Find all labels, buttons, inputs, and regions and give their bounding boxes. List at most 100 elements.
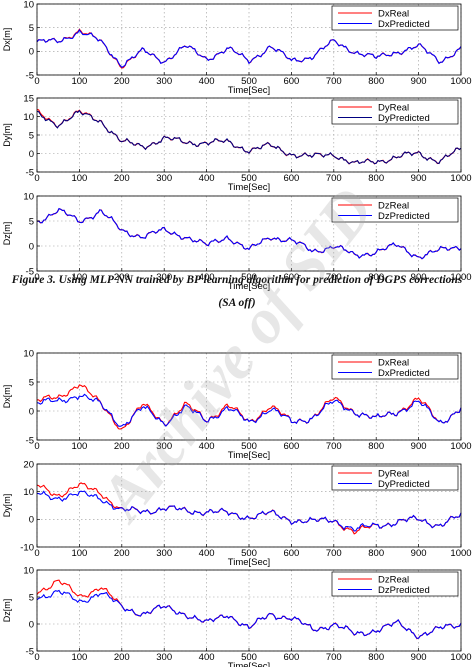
y-tick-label: 0 (29, 619, 34, 630)
legend-label-dypredicted: DyPredicted (378, 113, 430, 124)
x-tick-label: 1000 (450, 173, 471, 184)
x-tick-label: 1000 (450, 441, 471, 452)
chart-panel-6: 0 100 200 300 400 500 600 700 800 900 1000-50510Ti… (2, 565, 472, 672)
x-tick-label: 300 (156, 548, 172, 559)
x-tick-label: 200 (114, 548, 130, 559)
legend-label-dxpredicted: DxPredicted (378, 19, 430, 30)
y-tick-label: 15 (23, 93, 34, 104)
y-tick-label: 0 (29, 241, 34, 252)
y-tick-label: -5 (26, 435, 34, 446)
x-tick-label: 300 (156, 173, 172, 184)
y-tick-label: -5 (26, 646, 34, 657)
chart-panel-3: 0 100 200 300 400 500 600 700 800 900 1000-50510Ti… (2, 191, 472, 292)
legend-box (331, 465, 459, 491)
legend-label-dzpredicted: DzPredicted (378, 585, 430, 596)
chart-panel-2: 0 100 200 300 400 500 600 700 800 900 1000-5051015… (2, 93, 472, 193)
x-tick-label: 500 (241, 173, 257, 184)
legend-label-dxreal: DxReal (378, 9, 409, 20)
x-tick-label: 800 (368, 173, 384, 184)
series-line-dzpredicted (36, 589, 462, 639)
x-tick-label: 0 (34, 652, 39, 663)
x-axis-label: Time[Sec] (228, 85, 270, 96)
legend-box (331, 571, 459, 597)
y-tick-label: 0 (29, 406, 34, 417)
legend-label-dyreal: DyReal (378, 469, 409, 480)
x-tick-label: 900 (411, 548, 427, 559)
x-tick-label: 500 (241, 548, 257, 559)
x-tick-label: 200 (114, 441, 130, 452)
x-tick-label: 400 (199, 272, 215, 283)
x-tick-label: 100 (71, 652, 87, 663)
x-tick-label: 300 (156, 76, 172, 87)
series-line-dypredicted (36, 490, 462, 532)
x-tick-label: 600 (283, 272, 299, 283)
x-axis-label: Time[Sec] (228, 661, 270, 667)
figure-caption: Figure 3. Using MLP NN trained by BP lea… (11, 274, 463, 286)
x-tick-label: 200 (114, 652, 130, 663)
y-tick-label: 5 (29, 130, 34, 141)
x-tick-label: 400 (199, 548, 215, 559)
x-tick-label: 300 (156, 272, 172, 283)
legend-box (331, 99, 459, 125)
legend-box (331, 354, 459, 380)
series-line-dxpredicted (36, 29, 462, 68)
y-tick-label: -5 (26, 167, 34, 178)
x-tick-label: 900 (411, 652, 427, 663)
x-axis-label: Time[Sec] (228, 281, 270, 292)
x-tick-label: 900 (411, 173, 427, 184)
x-tick-label: 100 (71, 548, 87, 559)
x-tick-label: 0 (34, 548, 39, 559)
y-tick-label: 5 (29, 23, 34, 34)
x-tick-label: 600 (283, 173, 299, 184)
legend-box (331, 5, 459, 31)
x-tick-label: 600 (283, 441, 299, 452)
y-axis-label: Dx[m] (2, 385, 12, 409)
x-tick-label: 200 (114, 272, 130, 283)
y-tick-label: 5 (29, 216, 34, 227)
x-tick-label: 700 (326, 441, 342, 452)
legend-label-dyreal: DyReal (378, 103, 409, 114)
x-tick-label: 700 (326, 652, 342, 663)
x-tick-label: 0 (34, 76, 39, 87)
legend-label-dxreal: DxReal (378, 358, 409, 369)
x-tick-label: 200 (114, 76, 130, 87)
y-tick-label: 5 (29, 592, 34, 603)
legend-label-dzreal: DzReal (378, 575, 409, 586)
x-tick-label: 1000 (450, 76, 471, 87)
y-axis-label: Dz[m] (2, 222, 12, 246)
x-tick-label: 800 (368, 548, 384, 559)
x-tick-label: 1000 (450, 272, 471, 283)
chart-panel-5: 0 100 200 300 400 500 600 700 800 900 1000-1001020… (2, 459, 472, 568)
legend-label-dypredicted: DyPredicted (378, 479, 430, 490)
chart-panel-4: 0 100 200 300 400 500 600 700 800 900 1000-50510Ti… (2, 348, 472, 461)
x-tick-label: 700 (326, 173, 342, 184)
x-tick-label: 100 (71, 173, 87, 184)
x-tick-label: 300 (156, 652, 172, 663)
x-tick-label: 700 (326, 272, 342, 283)
legend-box (331, 197, 459, 223)
chart-panel-1: 0 100 200 300 400 500 600 700 800 900 1000-50510Ti… (2, 0, 472, 96)
y-tick-label: 0 (29, 515, 34, 526)
legend-label-dzreal: DzReal (378, 201, 409, 212)
x-tick-label: 600 (283, 652, 299, 663)
y-tick-label: 0 (29, 47, 34, 58)
x-axis-label: Time[Sec] (228, 182, 270, 193)
y-tick-label: 10 (23, 191, 34, 202)
x-tick-label: 900 (411, 272, 427, 283)
x-tick-label: 600 (283, 548, 299, 559)
y-tick-label: 10 (23, 112, 34, 123)
x-tick-label: 0 (34, 441, 39, 452)
series-line-dzpredicted (36, 207, 462, 260)
x-tick-label: 900 (411, 76, 427, 87)
y-axis-label: Dz[m] (2, 599, 12, 623)
y-tick-label: 0 (29, 149, 34, 160)
y-axis-label: Dx[m] (2, 28, 12, 52)
figure-caption-subtitle: (SA off) (218, 297, 256, 309)
y-axis-label: Dy[m] (2, 494, 12, 518)
x-tick-label: 100 (71, 441, 87, 452)
x-tick-label: 100 (71, 272, 87, 283)
x-tick-label: 400 (199, 652, 215, 663)
x-tick-label: 0 (34, 173, 39, 184)
x-tick-label: 900 (411, 441, 427, 452)
